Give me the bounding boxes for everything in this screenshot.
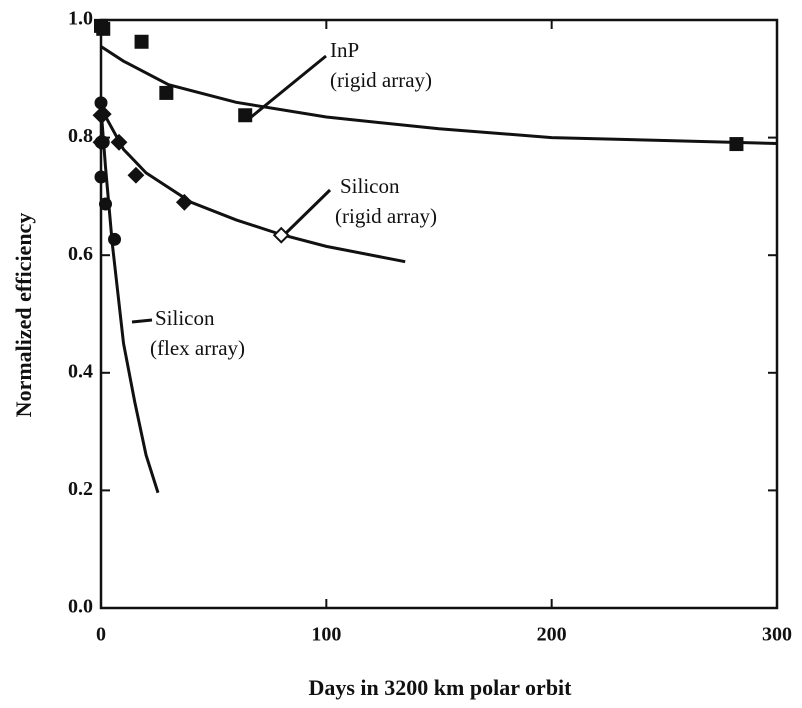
leader-line <box>131 318 153 324</box>
y-tick-label: 0.4 <box>68 360 93 382</box>
diamond-marker <box>175 193 193 211</box>
diamond-marker <box>127 166 145 184</box>
square-marker <box>729 137 744 152</box>
circle-marker <box>94 170 108 184</box>
leader-line <box>249 54 327 120</box>
annotation: InP <box>330 38 359 62</box>
annotation: (flex array) <box>150 336 245 360</box>
y-tick-label: 0.2 <box>68 478 93 500</box>
x-tick-label: 100 <box>311 624 341 646</box>
fit-curve <box>99 107 406 264</box>
fit-curve <box>99 108 160 494</box>
x-tick-label: 0 <box>96 624 106 646</box>
x-tick-label: 200 <box>537 624 567 646</box>
y-tick-label: 0.8 <box>68 125 93 147</box>
y-tick-label: 0.6 <box>68 243 93 265</box>
circle-marker <box>94 96 108 110</box>
annotation: (rigid array) <box>335 204 437 228</box>
circle-marker <box>96 135 110 149</box>
x-tick-label: 300 <box>762 624 792 646</box>
circle-marker <box>108 232 122 246</box>
annotation: Silicon <box>155 306 215 330</box>
y-tick-label: 0.0 <box>68 596 93 618</box>
square-marker <box>238 108 253 123</box>
diamond-marker <box>272 226 290 244</box>
square-marker <box>134 34 149 49</box>
diamond-marker <box>94 105 112 123</box>
y-tick-label: 1.0 <box>68 8 93 30</box>
x-axis-label: Days in 3200 km polar orbit <box>308 675 572 700</box>
annotation: Silicon <box>340 174 400 198</box>
fit-curve <box>100 45 778 145</box>
square-marker <box>159 85 174 100</box>
diamond-marker <box>110 133 128 151</box>
square-marker <box>96 21 111 36</box>
y-axis-label: Normalized efficiency <box>11 213 36 418</box>
circle-marker <box>99 197 113 211</box>
annotation: (rigid array) <box>330 68 432 92</box>
leader-line <box>283 188 332 236</box>
plot-frame <box>99 18 779 610</box>
